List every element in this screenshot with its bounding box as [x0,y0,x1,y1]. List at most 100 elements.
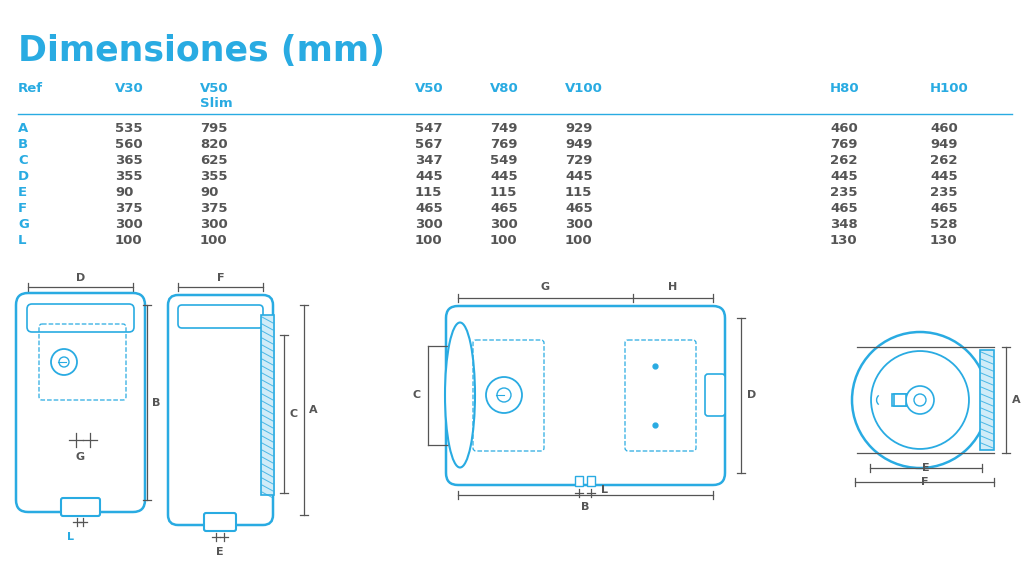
Text: 375: 375 [115,202,142,215]
Text: D: D [76,273,85,283]
Text: 460: 460 [830,122,858,135]
Text: B: B [18,138,28,151]
Text: 445: 445 [415,170,443,183]
Text: 100: 100 [200,234,228,247]
Text: 355: 355 [115,170,142,183]
Text: 115: 115 [565,186,592,199]
Text: C: C [18,154,28,167]
Text: Dimensiones (mm): Dimensiones (mm) [18,34,385,68]
Text: 375: 375 [200,202,227,215]
Text: 795: 795 [200,122,227,135]
Bar [980,350,994,450]
Text: 100: 100 [115,234,142,247]
Text: 445: 445 [490,170,518,183]
Text: E: E [923,463,930,473]
Text: 300: 300 [490,218,518,231]
Ellipse shape [445,323,475,467]
Circle shape [51,349,77,375]
Text: A: A [309,405,318,415]
Text: 567: 567 [415,138,443,151]
Circle shape [871,351,969,449]
Text: V50
Slim: V50 Slim [200,82,232,110]
Text: 465: 465 [830,202,858,215]
Text: 949: 949 [930,138,958,151]
Text: 729: 729 [565,154,592,167]
Text: 100: 100 [565,234,592,247]
Text: 130: 130 [930,234,958,247]
Text: H: H [669,282,678,292]
Text: 262: 262 [830,154,858,167]
FancyBboxPatch shape [204,513,236,531]
Text: 348: 348 [830,218,858,231]
Bar [894,394,906,406]
Text: 549: 549 [490,154,517,167]
Text: V80: V80 [490,82,519,95]
FancyBboxPatch shape [705,374,725,416]
Text: 347: 347 [415,154,443,167]
Text: V50: V50 [415,82,444,95]
Text: L: L [601,485,608,495]
Text: H80: H80 [830,82,860,95]
Circle shape [59,357,69,367]
Text: 235: 235 [930,186,958,199]
Text: G: G [18,218,29,231]
Text: 547: 547 [415,122,443,135]
Text: 445: 445 [565,170,592,183]
Text: 460: 460 [930,122,958,135]
Text: 465: 465 [490,202,518,215]
Text: 300: 300 [115,218,142,231]
Text: H100: H100 [930,82,969,95]
Text: 115: 115 [415,186,443,199]
Text: 949: 949 [565,138,592,151]
Text: 235: 235 [830,186,858,199]
FancyBboxPatch shape [27,304,134,332]
Circle shape [914,394,926,406]
Text: 535: 535 [115,122,142,135]
Text: 100: 100 [490,234,518,247]
Circle shape [486,377,522,413]
Bar [892,394,915,406]
Text: Ref: Ref [18,82,43,95]
Text: 130: 130 [830,234,858,247]
Text: F: F [217,273,224,283]
Text: 465: 465 [415,202,443,215]
Text: 90: 90 [200,186,219,199]
Text: 300: 300 [565,218,592,231]
Text: D: D [18,170,29,183]
Text: E: E [216,547,224,557]
Text: G: G [75,452,85,462]
Text: 625: 625 [200,154,227,167]
Text: 115: 115 [490,186,517,199]
Text: V100: V100 [565,82,603,95]
Text: 100: 100 [415,234,443,247]
Text: 90: 90 [115,186,133,199]
Text: D: D [747,390,756,401]
FancyBboxPatch shape [168,295,273,525]
Bar [575,476,583,486]
FancyBboxPatch shape [17,293,146,512]
Text: 528: 528 [930,218,958,231]
Text: 929: 929 [565,122,592,135]
Text: 749: 749 [490,122,517,135]
Text: 465: 465 [930,202,958,215]
Text: L: L [18,234,27,247]
Text: 769: 769 [490,138,517,151]
Circle shape [497,388,511,402]
Text: 262: 262 [930,154,958,167]
Text: 445: 445 [830,170,858,183]
Text: 560: 560 [115,138,142,151]
Text: A: A [1012,395,1021,405]
Text: E: E [18,186,27,199]
Bar [587,476,595,486]
Text: B: B [581,502,589,512]
FancyBboxPatch shape [446,306,725,485]
Text: G: G [541,282,550,292]
FancyBboxPatch shape [178,305,263,328]
Text: C: C [413,390,421,401]
Text: 300: 300 [415,218,443,231]
Text: 445: 445 [930,170,958,183]
Text: 465: 465 [565,202,592,215]
Text: V30: V30 [115,82,143,95]
Circle shape [852,332,988,468]
Text: 355: 355 [200,170,227,183]
